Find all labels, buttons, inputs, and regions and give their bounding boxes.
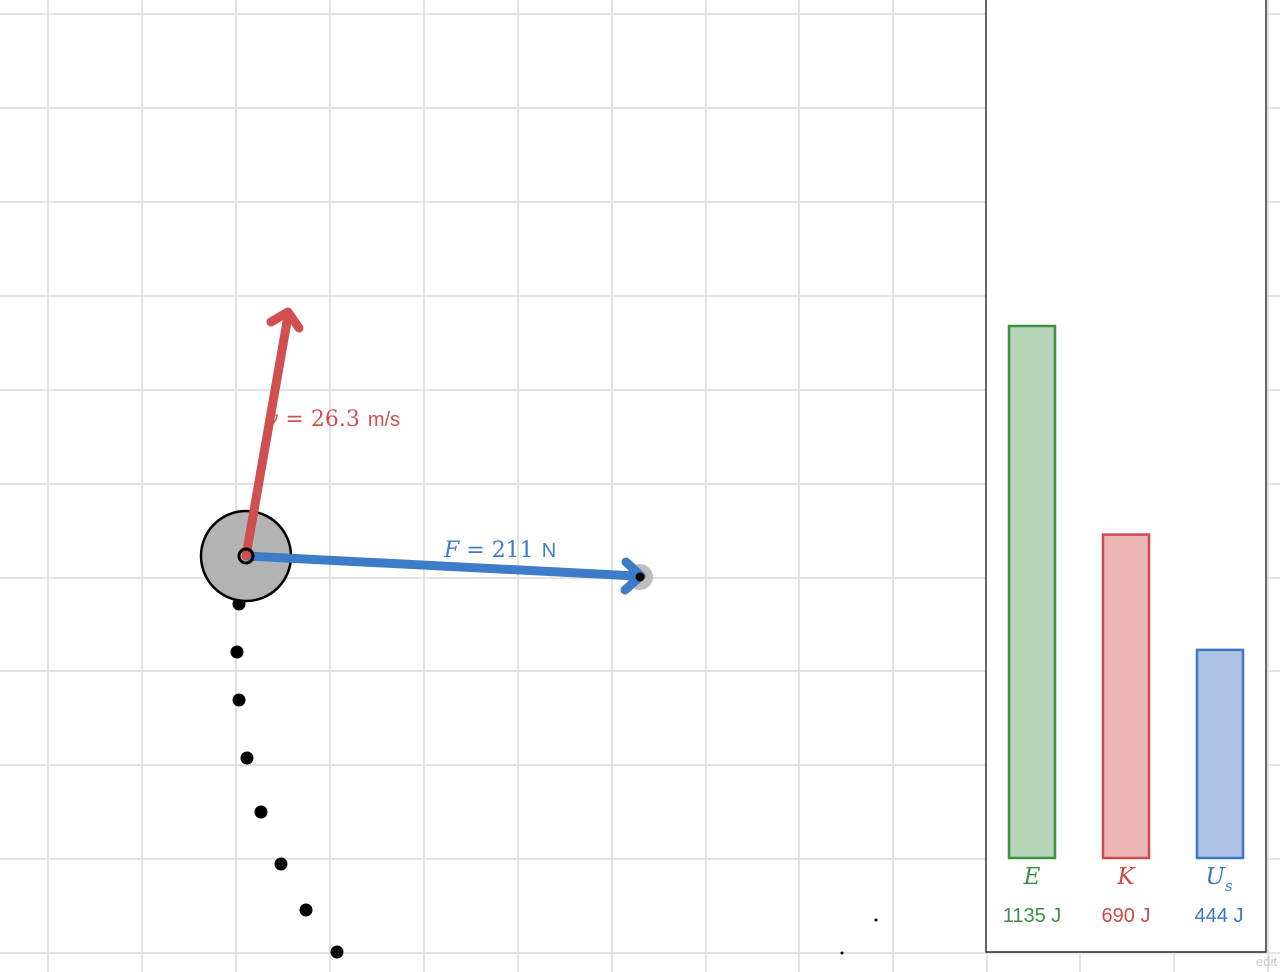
trail-dot (240, 751, 254, 765)
energy-panel: E 1135 J K 690 J Us 444 J (985, 0, 1267, 953)
force-label: F = 211 N (443, 538, 556, 563)
energy-bar-value-label: 1135 J (1003, 905, 1062, 927)
trail-dot (330, 945, 344, 959)
energy-bar-k (1101, 533, 1151, 860)
edit-link[interactable]: edit (1256, 954, 1277, 969)
trail-dot (232, 693, 246, 707)
energy-bar-e (1007, 324, 1057, 860)
energy-symbol-text: K (1116, 864, 1136, 890)
energy-bar-value-label: 444 J (1195, 905, 1244, 927)
trail-speck (840, 951, 844, 955)
energy-symbol-text: E (1023, 864, 1041, 890)
anchor-center-dot (635, 572, 645, 582)
energy-symbol-text: U (1205, 864, 1226, 890)
energy-bar-us (1195, 648, 1245, 860)
velocity-arrow-shaft (241, 311, 293, 561)
velocity-label: v = 26.3 m/s (266, 407, 400, 432)
force-arrow-shaft (241, 551, 642, 581)
velocity-vector[interactable] (241, 307, 304, 561)
energy-bar-symbol: K (1116, 864, 1136, 890)
energy-bar-symbol: Us (1205, 864, 1232, 895)
trail-dot (274, 857, 288, 871)
velocity-arrowhead-icon (266, 307, 304, 333)
energy-symbol-subscript: s (1225, 877, 1233, 895)
trail-dot (230, 645, 244, 659)
mass-center-ring (237, 547, 255, 565)
energy-bar-value-label: 690 J (1102, 905, 1151, 927)
trail-speck (874, 918, 878, 922)
energy-bar-symbol: E (1023, 864, 1041, 890)
trail-dot (299, 903, 313, 917)
position-trail (230, 597, 878, 959)
trail-dot (254, 805, 268, 819)
energy-bars: E 1135 J K 690 J Us 444 J (1003, 324, 1245, 927)
